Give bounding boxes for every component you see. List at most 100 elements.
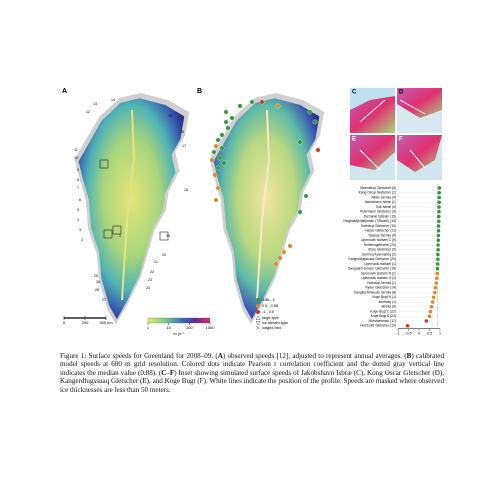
map-label: 6 xyxy=(79,198,81,202)
category-label: Kangerdlugssuaq Gletscher (20) xyxy=(349,257,396,261)
category-label: Ryder Gletscher (14) xyxy=(365,286,396,290)
category-label: Nassap Sermia (9) xyxy=(369,233,396,237)
inset-box xyxy=(112,225,122,235)
map-dot xyxy=(281,249,287,255)
dot xyxy=(436,238,441,243)
map-dot xyxy=(211,149,217,155)
category-label: Kangilia Rinkuata Sermia (8) xyxy=(354,290,396,294)
map-dot xyxy=(277,255,283,261)
category-label: Helheimgletscher (20) xyxy=(364,243,396,247)
legend-label: -1 - 0.5 xyxy=(262,310,274,314)
colorbar-tick-label: 10 xyxy=(166,325,171,330)
colorbar-tick-label: 1 xyxy=(147,325,150,330)
map-dot xyxy=(237,103,243,109)
map-dot xyxy=(209,157,215,163)
dot xyxy=(436,219,441,224)
caption-bold: F xyxy=(169,368,175,377)
dot xyxy=(437,209,441,214)
map-dot xyxy=(303,193,309,199)
map-dot xyxy=(312,119,318,125)
x-tick-label: -1 xyxy=(396,332,399,336)
caption-text: Figure 1: Surface speeds for Greenland f… xyxy=(60,352,218,360)
caption-text: ) observed speeds [12], adjusted to repr… xyxy=(222,352,407,360)
map-label: 16 xyxy=(180,130,184,134)
dot xyxy=(436,224,441,228)
map-dot xyxy=(225,125,231,131)
colorbar-tick-label: 100 xyxy=(186,325,193,330)
legend-symbol xyxy=(255,315,261,320)
map-dot xyxy=(275,103,281,109)
category-label: Sikuiui (6) xyxy=(381,305,396,309)
category-label: Nioghalvfjerdsfjorden (79North) (15) xyxy=(343,219,396,223)
x-tick-label: 0.5 xyxy=(427,332,432,336)
legend-swatch xyxy=(256,298,260,302)
map-dot xyxy=(212,172,218,178)
dot xyxy=(427,314,432,319)
map-dot xyxy=(297,209,303,215)
panel-label: C xyxy=(352,90,357,96)
category-label: Ikertivaq (1) xyxy=(379,300,396,304)
scalebar-label: 400 km xyxy=(99,320,113,325)
dot xyxy=(437,205,441,209)
caption-text: ) calibrated model speeds at 600 m grid … xyxy=(60,352,444,377)
map-label: 4 xyxy=(77,218,79,222)
panel-label: A xyxy=(62,88,67,95)
dot xyxy=(436,252,440,257)
dot xyxy=(436,247,440,252)
map-dot xyxy=(221,160,227,166)
caption-bold: C xyxy=(161,368,167,377)
dot xyxy=(436,228,441,233)
scalebar-label: 200 xyxy=(82,320,89,325)
scalebar-label: 0 xyxy=(63,320,66,325)
map-label: 17 xyxy=(182,144,186,148)
caption-text: ) Inset showing simulated surface speeds… xyxy=(60,368,445,394)
dot xyxy=(434,281,439,285)
map-dot xyxy=(215,137,221,143)
map-dot xyxy=(219,145,225,151)
dot xyxy=(424,319,429,323)
dot xyxy=(433,285,438,290)
ice-sheet xyxy=(213,98,320,320)
category-label: Store Gletscher (5) xyxy=(368,248,396,252)
map-dot xyxy=(215,165,221,171)
map-dot xyxy=(273,261,279,267)
dot xyxy=(428,309,433,314)
panel-label: D xyxy=(399,90,404,96)
dot xyxy=(405,323,410,328)
colorbar-label: m yr⁻¹ xyxy=(173,331,185,336)
ice-divide xyxy=(121,109,136,301)
x-tick-label: 0 xyxy=(418,332,420,336)
colorbar xyxy=(147,317,211,324)
caption: Figure 1: Surface speeds for Greenland f… xyxy=(60,352,444,394)
legend-label: large-type xyxy=(262,316,279,320)
dot xyxy=(435,262,440,266)
legend-swatch xyxy=(256,304,260,308)
map-label: 25 xyxy=(94,274,98,278)
map-dot xyxy=(229,115,235,121)
category-label: Petermann Gletscher (3) xyxy=(360,210,396,214)
inset-box xyxy=(103,229,113,239)
category-label: Humboldt Gletscher (13) xyxy=(360,324,396,328)
map-label: 9 xyxy=(77,168,79,172)
map-label: 12 xyxy=(86,110,90,114)
legend-swatch xyxy=(256,310,260,314)
dot xyxy=(435,271,440,276)
dot xyxy=(436,233,441,238)
category-label: Kong Oscar Gletscher (1) xyxy=(359,191,396,195)
map-label: 13 xyxy=(93,102,97,106)
legend-symbol xyxy=(255,321,261,326)
category-label: Daugaard-Jensen Gletscher (16) xyxy=(348,267,396,271)
dot xyxy=(437,190,441,195)
dot xyxy=(435,266,440,271)
map-dot xyxy=(297,139,303,145)
dot xyxy=(429,304,434,309)
map-label: 24 xyxy=(146,286,150,290)
inset-ice xyxy=(350,96,395,133)
map-dot xyxy=(223,109,229,115)
category-label: Hayes Gletscher (11) xyxy=(365,229,396,233)
map-dot xyxy=(223,119,229,125)
map-label: 18 xyxy=(184,188,188,192)
ice-divide xyxy=(256,109,271,301)
map-dot xyxy=(315,147,321,153)
map-dot xyxy=(307,109,313,115)
